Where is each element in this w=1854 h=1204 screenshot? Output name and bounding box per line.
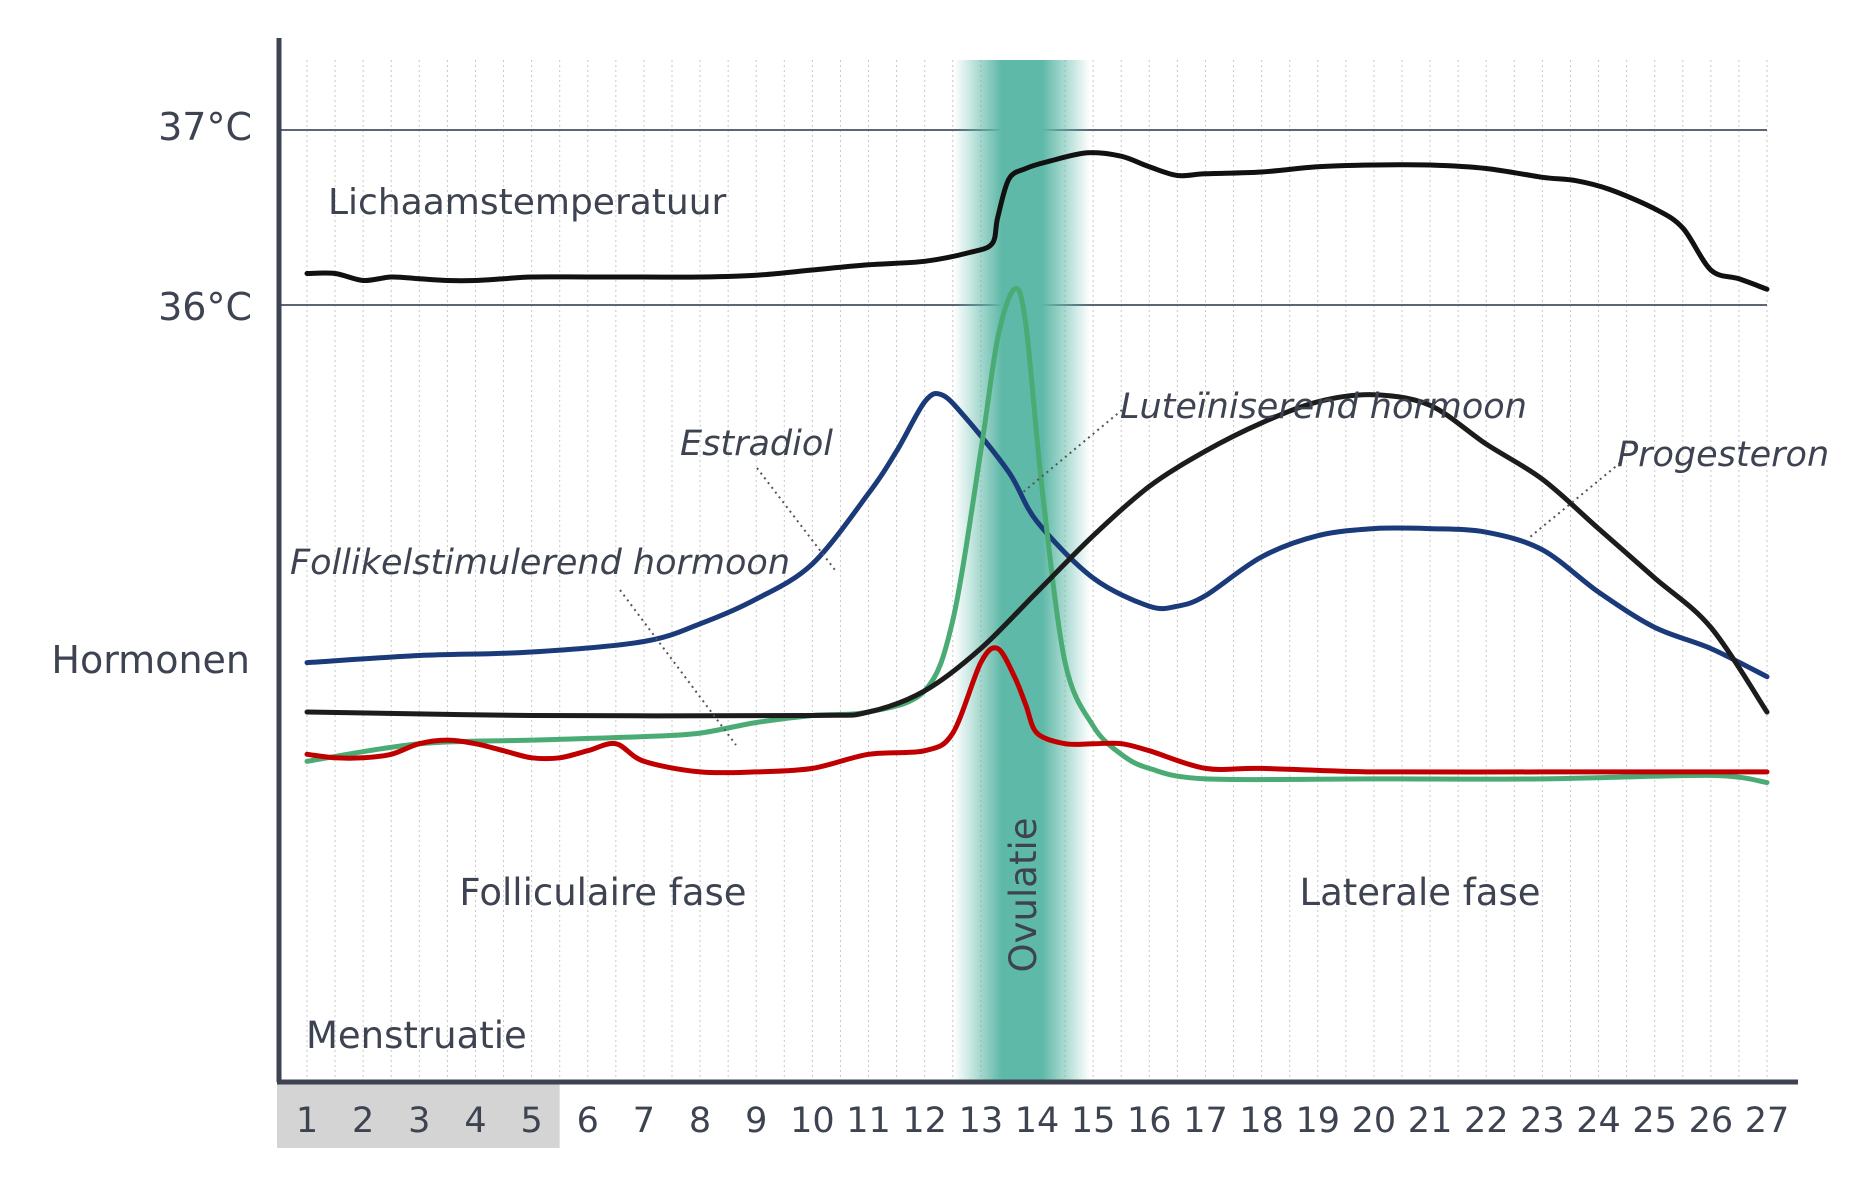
ovulation-label: Ovulatie xyxy=(1002,818,1045,973)
x-tick-23: 23 xyxy=(1520,1101,1565,1141)
x-tick-2: 2 xyxy=(352,1101,374,1141)
ovulation-band xyxy=(953,60,1091,1080)
x-tick-21: 21 xyxy=(1408,1101,1453,1141)
temperature-label: Lichaamstemperatuur xyxy=(328,182,727,223)
x-tick-12: 12 xyxy=(902,1101,947,1141)
temperature-curve xyxy=(304,150,1770,292)
x-tick-18: 18 xyxy=(1239,1101,1284,1141)
x-tick-15: 15 xyxy=(1071,1101,1116,1141)
y-label-36: 36°C xyxy=(158,285,252,329)
x-tick-7: 7 xyxy=(633,1101,655,1141)
lh-leader xyxy=(1021,409,1123,494)
lh-label: Luteïniserend hormoon xyxy=(1120,387,1527,427)
hormone-curves xyxy=(304,286,1770,785)
progesterone-label: Progesteron xyxy=(1617,435,1829,475)
x-tick-20: 20 xyxy=(1352,1101,1397,1141)
x-tick-1: 1 xyxy=(296,1101,318,1141)
series-line-estradiol xyxy=(304,391,1770,680)
x-tick-25: 25 xyxy=(1632,1101,1677,1141)
luteal-phase-label: Laterale fase xyxy=(1300,871,1541,914)
x-tick-17: 17 xyxy=(1183,1101,1228,1141)
x-tick-16: 16 xyxy=(1127,1101,1172,1141)
menstruation-band xyxy=(277,1082,560,1148)
x-tick-6: 6 xyxy=(577,1101,599,1141)
x-tick-13: 13 xyxy=(959,1101,1004,1141)
x-tick-labels: 1 2 3 4 5 6 7 8 9 10 11 12 13 14 15 16 17 18 19 20 21 22 23 24 2… xyxy=(296,1101,1789,1141)
x-tick-27: 27 xyxy=(1745,1101,1790,1141)
x-tick-24: 24 xyxy=(1576,1101,1621,1141)
x-tick-22: 22 xyxy=(1464,1101,1509,1141)
y-label-37: 37°C xyxy=(158,105,252,149)
x-tick-3: 3 xyxy=(408,1101,430,1141)
follicular-phase-label: Folliculaire fase xyxy=(459,871,746,914)
x-tick-26: 26 xyxy=(1689,1101,1734,1141)
progesterone-leader xyxy=(1529,462,1621,538)
series-line-lute-niserend-hormoon xyxy=(304,286,1770,785)
fsh-label: Follikelstimulerend hormoon xyxy=(290,543,790,583)
x-tick-9: 9 xyxy=(745,1101,767,1141)
x-tick-14: 14 xyxy=(1015,1101,1060,1141)
x-tick-4: 4 xyxy=(464,1101,486,1141)
series-line-follikelstimulerend-hormoon xyxy=(304,645,1770,776)
x-tick-19: 19 xyxy=(1295,1101,1340,1141)
fsh-leader xyxy=(619,589,737,746)
x-tick-10: 10 xyxy=(790,1101,835,1141)
menstruation-label: Menstruatie xyxy=(306,1014,527,1057)
x-tick-11: 11 xyxy=(846,1101,891,1141)
series-line-progesteron xyxy=(304,392,1770,719)
y-label-hormones: Hormonen xyxy=(51,638,250,682)
x-tick-5: 5 xyxy=(520,1101,542,1141)
estradiol-label: Estradiol xyxy=(680,424,833,464)
x-tick-8: 8 xyxy=(689,1101,711,1141)
